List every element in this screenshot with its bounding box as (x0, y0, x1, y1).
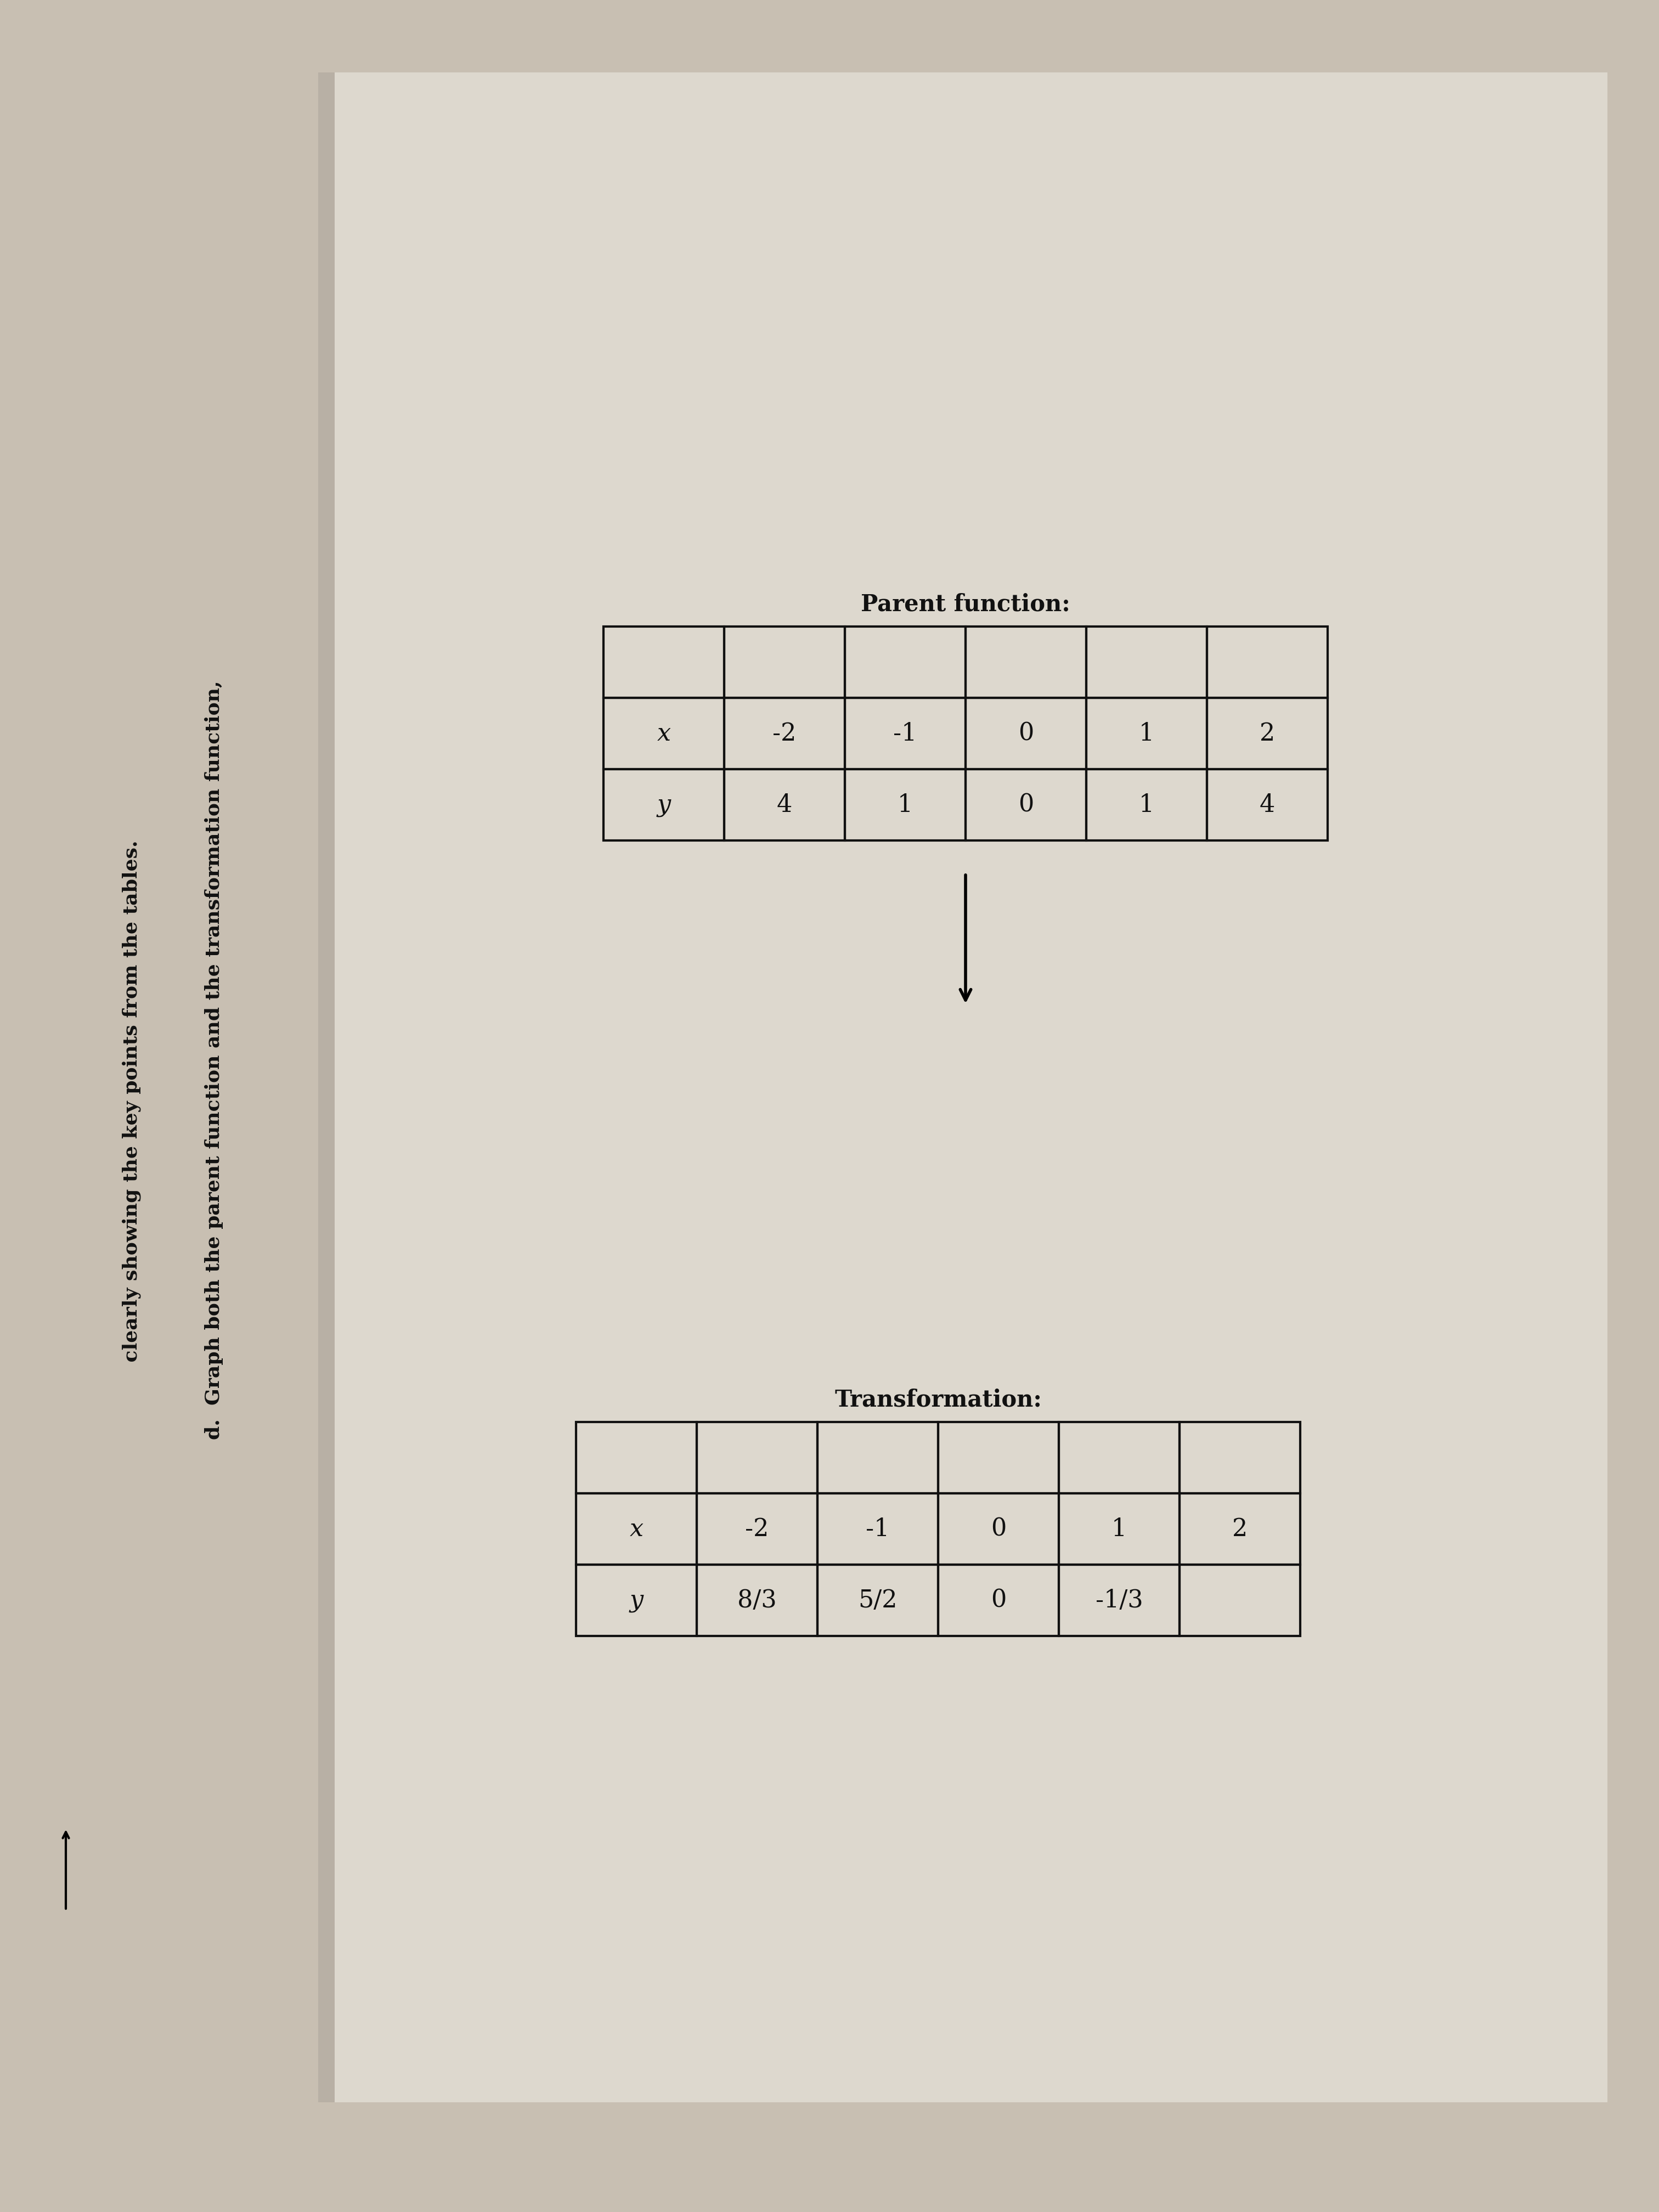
Bar (1208, 626, 1327, 697)
Bar (1208, 697, 1327, 770)
Text: 0: 0 (1019, 792, 1034, 816)
Bar (1180, 1493, 1301, 1564)
Bar (966, 770, 1087, 841)
Bar (725, 626, 844, 697)
Text: x: x (657, 721, 670, 745)
Text: x: x (629, 1517, 644, 1542)
Bar (725, 697, 844, 770)
Bar (576, 1422, 697, 1493)
Bar (604, 697, 725, 770)
Bar (937, 1493, 1058, 1564)
Text: Transformation:: Transformation: (834, 1389, 1042, 1411)
Text: -1: -1 (893, 721, 917, 745)
Bar (844, 697, 966, 770)
Bar (697, 1564, 818, 1637)
Text: 2: 2 (1233, 1517, 1248, 1542)
Bar (697, 1493, 818, 1564)
Bar (966, 697, 1087, 770)
Text: 1: 1 (1138, 721, 1155, 745)
Text: 4: 4 (776, 792, 793, 816)
Text: 1: 1 (1138, 792, 1155, 816)
Bar (966, 626, 1087, 697)
Bar (576, 1564, 697, 1637)
Text: 4: 4 (1259, 792, 1276, 816)
Bar (604, 626, 725, 697)
Text: 5/2: 5/2 (858, 1588, 898, 1613)
Bar (844, 626, 966, 697)
Bar (1058, 1564, 1180, 1637)
Text: d.  Graph both the parent function and the transformation function,: d. Graph both the parent function and th… (204, 681, 224, 1440)
Text: -2: -2 (773, 721, 796, 745)
Bar (1087, 626, 1208, 697)
Bar (818, 1493, 937, 1564)
Text: clearly showing the key points from the tables.: clearly showing the key points from the … (123, 841, 141, 1389)
Text: y: y (657, 792, 670, 816)
Text: 1: 1 (898, 792, 912, 816)
Bar (319, 73, 335, 2101)
Bar (1058, 1493, 1180, 1564)
Text: -1/3: -1/3 (1095, 1588, 1143, 1613)
Bar (818, 1564, 937, 1637)
Text: 0: 0 (990, 1517, 1007, 1542)
Text: 0: 0 (1019, 721, 1034, 745)
Bar (1180, 1422, 1301, 1493)
Bar (937, 1564, 1058, 1637)
Bar (1208, 770, 1327, 841)
Bar (937, 1422, 1058, 1493)
Text: 2: 2 (1259, 721, 1276, 745)
Bar (1180, 1564, 1301, 1637)
Bar (818, 1422, 937, 1493)
Bar (604, 770, 725, 841)
Text: -1: -1 (866, 1517, 889, 1542)
Bar (1058, 1422, 1180, 1493)
Bar (319, 73, 1608, 2101)
Bar (697, 1422, 818, 1493)
Text: y: y (629, 1588, 644, 1613)
Text: 0: 0 (990, 1588, 1007, 1613)
Bar (1087, 770, 1208, 841)
Bar (1087, 697, 1208, 770)
Text: -2: -2 (745, 1517, 770, 1542)
Bar (844, 770, 966, 841)
Text: 8/3: 8/3 (738, 1588, 776, 1613)
Bar (725, 770, 844, 841)
Text: Parent function:: Parent function: (861, 593, 1070, 617)
Bar (576, 1493, 697, 1564)
Text: 1: 1 (1112, 1517, 1126, 1542)
